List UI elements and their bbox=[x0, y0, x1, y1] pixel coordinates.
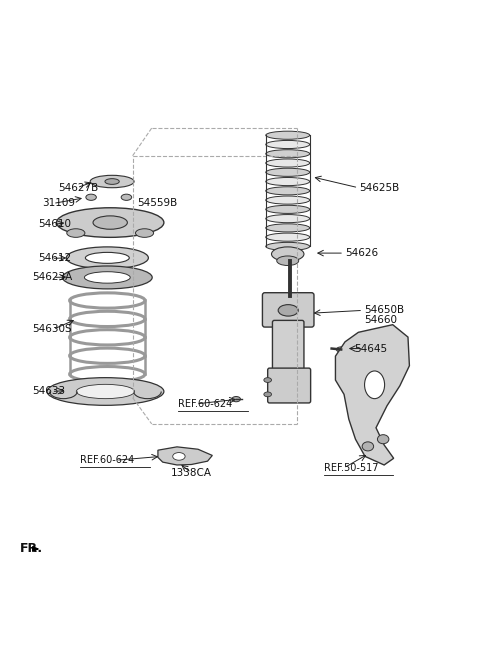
Text: 54610: 54610 bbox=[38, 219, 72, 229]
Ellipse shape bbox=[362, 442, 373, 451]
Polygon shape bbox=[336, 325, 409, 465]
Text: 1338CA: 1338CA bbox=[171, 468, 212, 478]
Ellipse shape bbox=[93, 216, 127, 229]
Ellipse shape bbox=[272, 247, 304, 261]
Ellipse shape bbox=[86, 194, 96, 200]
Ellipse shape bbox=[266, 224, 310, 232]
Ellipse shape bbox=[266, 205, 310, 214]
Text: 54627B: 54627B bbox=[59, 183, 99, 193]
Text: 54626: 54626 bbox=[345, 248, 378, 258]
Ellipse shape bbox=[57, 208, 164, 237]
FancyBboxPatch shape bbox=[268, 368, 311, 403]
Text: 54630S: 54630S bbox=[33, 325, 72, 334]
Ellipse shape bbox=[266, 196, 310, 204]
Ellipse shape bbox=[264, 392, 272, 397]
Ellipse shape bbox=[266, 168, 310, 176]
Ellipse shape bbox=[121, 194, 132, 200]
Ellipse shape bbox=[67, 229, 85, 237]
Ellipse shape bbox=[47, 378, 164, 405]
Ellipse shape bbox=[266, 242, 310, 250]
Text: 54650B: 54650B bbox=[364, 306, 404, 315]
Ellipse shape bbox=[232, 397, 240, 401]
Ellipse shape bbox=[105, 179, 119, 185]
FancyBboxPatch shape bbox=[263, 293, 314, 327]
Ellipse shape bbox=[62, 266, 152, 289]
Ellipse shape bbox=[266, 187, 310, 195]
Ellipse shape bbox=[76, 384, 134, 399]
Ellipse shape bbox=[135, 229, 154, 237]
Ellipse shape bbox=[85, 252, 129, 263]
Ellipse shape bbox=[278, 305, 298, 316]
Polygon shape bbox=[158, 447, 212, 465]
Text: REF.50-517: REF.50-517 bbox=[324, 463, 378, 473]
Ellipse shape bbox=[173, 453, 185, 460]
Text: 54660: 54660 bbox=[364, 315, 397, 325]
Ellipse shape bbox=[377, 435, 389, 443]
Text: 54625B: 54625B bbox=[360, 183, 399, 193]
Text: FR.: FR. bbox=[20, 543, 43, 555]
Ellipse shape bbox=[66, 247, 148, 269]
Ellipse shape bbox=[90, 175, 134, 188]
Text: 54645: 54645 bbox=[355, 344, 388, 353]
Ellipse shape bbox=[364, 371, 384, 399]
Text: 54559B: 54559B bbox=[137, 198, 178, 208]
Text: 54633: 54633 bbox=[33, 386, 66, 396]
FancyBboxPatch shape bbox=[273, 321, 304, 390]
Text: 31109: 31109 bbox=[42, 198, 75, 208]
Ellipse shape bbox=[266, 177, 310, 186]
Ellipse shape bbox=[336, 347, 346, 352]
Text: 54623A: 54623A bbox=[33, 273, 72, 283]
Ellipse shape bbox=[266, 150, 310, 158]
Ellipse shape bbox=[266, 159, 310, 167]
Ellipse shape bbox=[266, 215, 310, 223]
Ellipse shape bbox=[264, 378, 272, 382]
Ellipse shape bbox=[277, 256, 299, 265]
Text: REF.60-624: REF.60-624 bbox=[178, 399, 232, 409]
Text: REF.60-624: REF.60-624 bbox=[80, 455, 134, 465]
Ellipse shape bbox=[266, 141, 310, 148]
Ellipse shape bbox=[84, 272, 130, 283]
Ellipse shape bbox=[266, 131, 310, 139]
Text: 54612: 54612 bbox=[38, 254, 72, 263]
Ellipse shape bbox=[266, 233, 310, 241]
